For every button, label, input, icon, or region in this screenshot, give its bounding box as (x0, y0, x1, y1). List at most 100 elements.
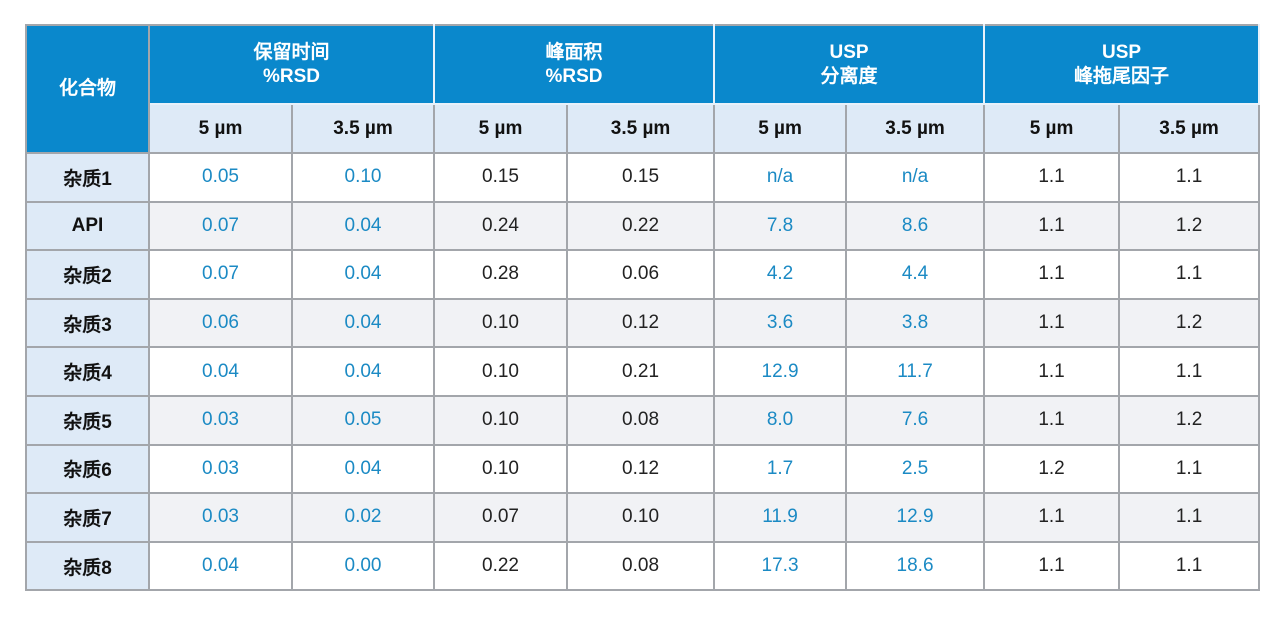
value-cell: 1.1 (1118, 152, 1261, 203)
particle-size-header: 5 µm (148, 103, 293, 154)
header-line1: USP (1102, 41, 1142, 63)
value-cell: 0.04 (290, 346, 436, 397)
table-row: 杂质3 0.06 0.04 0.10 0.12 3.6 3.8 1.1 1.2 (25, 297, 1261, 349)
value-cell: 1.1 (1118, 443, 1261, 495)
results-table: 化合物 保留时间 %RSD 峰面积 %RSD USP 分离度 USP 峰拖尾因子 5 µ… (25, 24, 1261, 592)
header-line2: 分离度 (820, 65, 878, 87)
compound-name: 杂质4 (25, 346, 150, 397)
value-cell: 1.1 (1118, 249, 1261, 300)
value-cell: 1.1 (983, 200, 1121, 252)
value-cell: 1.2 (1118, 297, 1261, 349)
value-cell: 0.12 (566, 297, 716, 349)
peak-area-rsd-header: 峰面积 %RSD (433, 24, 716, 105)
table-row: 杂质6 0.03 0.04 0.10 0.12 1.7 2.5 1.2 1.1 (25, 443, 1261, 495)
header-line1: USP (829, 41, 869, 63)
compound-name: 杂质5 (25, 394, 150, 446)
value-cell: 0.04 (148, 540, 293, 592)
value-cell: 0.04 (290, 200, 436, 252)
value-cell: 0.15 (433, 152, 569, 203)
value-cell: 7.6 (845, 394, 986, 446)
value-cell: 1.1 (983, 152, 1121, 203)
value-cell: 12.9 (713, 346, 848, 397)
value-cell: 0.03 (148, 492, 293, 543)
value-cell: 0.24 (433, 200, 569, 252)
value-cell: 0.03 (148, 394, 293, 446)
value-cell: 11.7 (845, 346, 986, 397)
value-cell: 0.07 (148, 249, 293, 300)
usp-tailing-header: USP 峰拖尾因子 (983, 24, 1261, 105)
value-cell: 0.04 (290, 443, 436, 495)
value-cell: 18.6 (845, 540, 986, 592)
compound-name: 杂质1 (25, 152, 150, 203)
value-cell: 0.05 (148, 152, 293, 203)
value-cell: 1.1 (983, 346, 1121, 397)
value-cell: 8.6 (845, 200, 986, 252)
table-row: 杂质8 0.04 0.00 0.22 0.08 17.3 18.6 1.1 1.1 (25, 540, 1261, 592)
value-cell: 1.1 (983, 249, 1121, 300)
table-row: 杂质4 0.04 0.04 0.10 0.21 12.9 11.7 1.1 1.1 (25, 346, 1261, 397)
value-cell: 3.8 (845, 297, 986, 349)
particle-size-header: 3.5 µm (566, 103, 716, 154)
particle-size-header: 5 µm (433, 103, 569, 154)
value-cell: 1.1 (983, 492, 1121, 543)
value-cell: 0.03 (148, 443, 293, 495)
value-cell: 0.08 (566, 394, 716, 446)
value-cell: 0.05 (290, 394, 436, 446)
particle-size-header: 5 µm (983, 103, 1121, 154)
value-cell: 7.8 (713, 200, 848, 252)
value-cell: 0.12 (566, 443, 716, 495)
value-cell: 1.7 (713, 443, 848, 495)
value-cell: 0.22 (433, 540, 569, 592)
value-cell: 3.6 (713, 297, 848, 349)
header-line2: %RSD (263, 65, 321, 87)
usp-resolution-header: USP 分离度 (713, 24, 986, 105)
retention-time-rsd-header: 保留时间 %RSD (147, 24, 436, 105)
value-cell: 0.10 (290, 152, 436, 203)
value-cell: 1.1 (1118, 346, 1261, 397)
header-line2: %RSD (545, 65, 603, 87)
table-row: 杂质1 0.05 0.10 0.15 0.15 n/a n/a 1.1 1.1 (25, 152, 1261, 203)
particle-size-header: 3.5 µm (290, 103, 436, 154)
table-row: 杂质7 0.03 0.02 0.07 0.10 11.9 12.9 1.1 1.1 (25, 492, 1261, 543)
value-cell: 0.06 (566, 249, 716, 300)
value-cell: 1.1 (983, 394, 1121, 446)
value-cell: 0.06 (148, 297, 293, 349)
value-cell: 0.21 (566, 346, 716, 397)
value-cell: 0.04 (290, 297, 436, 349)
value-cell: n/a (845, 152, 986, 203)
value-cell: 0.22 (566, 200, 716, 252)
header-line2: 峰拖尾因子 (1074, 65, 1170, 87)
value-cell: 8.0 (713, 394, 848, 446)
compound-name: 杂质2 (25, 249, 150, 300)
compound-name: 杂质8 (25, 540, 150, 592)
value-cell: 0.04 (290, 249, 436, 300)
value-cell: 4.4 (845, 249, 986, 300)
compound-header: 化合物 (25, 24, 150, 154)
value-cell: 0.07 (433, 492, 569, 543)
value-cell: 0.15 (566, 152, 716, 203)
value-cell: 1.1 (983, 540, 1121, 592)
compound-name: 杂质6 (25, 443, 150, 495)
value-cell: 1.1 (1118, 492, 1261, 543)
value-cell: 2.5 (845, 443, 986, 495)
particle-size-header: 3.5 µm (845, 103, 986, 154)
compound-name: API (25, 200, 150, 252)
value-cell: 0.07 (148, 200, 293, 252)
value-cell: 0.00 (290, 540, 436, 592)
value-cell: 4.2 (713, 249, 848, 300)
table-row: 杂质5 0.03 0.05 0.10 0.08 8.0 7.6 1.1 1.2 (25, 394, 1261, 446)
value-cell: 0.02 (290, 492, 436, 543)
value-cell: 17.3 (713, 540, 848, 592)
value-cell: 1.1 (983, 297, 1121, 349)
value-cell: 0.04 (148, 346, 293, 397)
value-cell: 0.10 (433, 394, 569, 446)
table-row: 杂质2 0.07 0.04 0.28 0.06 4.2 4.4 1.1 1.1 (25, 249, 1261, 300)
particle-size-header: 3.5 µm (1118, 103, 1261, 154)
compound-name: 杂质7 (25, 492, 150, 543)
header-line1: 峰面积 (545, 41, 603, 63)
value-cell: 11.9 (713, 492, 848, 543)
value-cell: 1.2 (1118, 394, 1261, 446)
value-cell: 0.10 (433, 443, 569, 495)
value-cell: 0.10 (566, 492, 716, 543)
value-cell: 0.28 (433, 249, 569, 300)
